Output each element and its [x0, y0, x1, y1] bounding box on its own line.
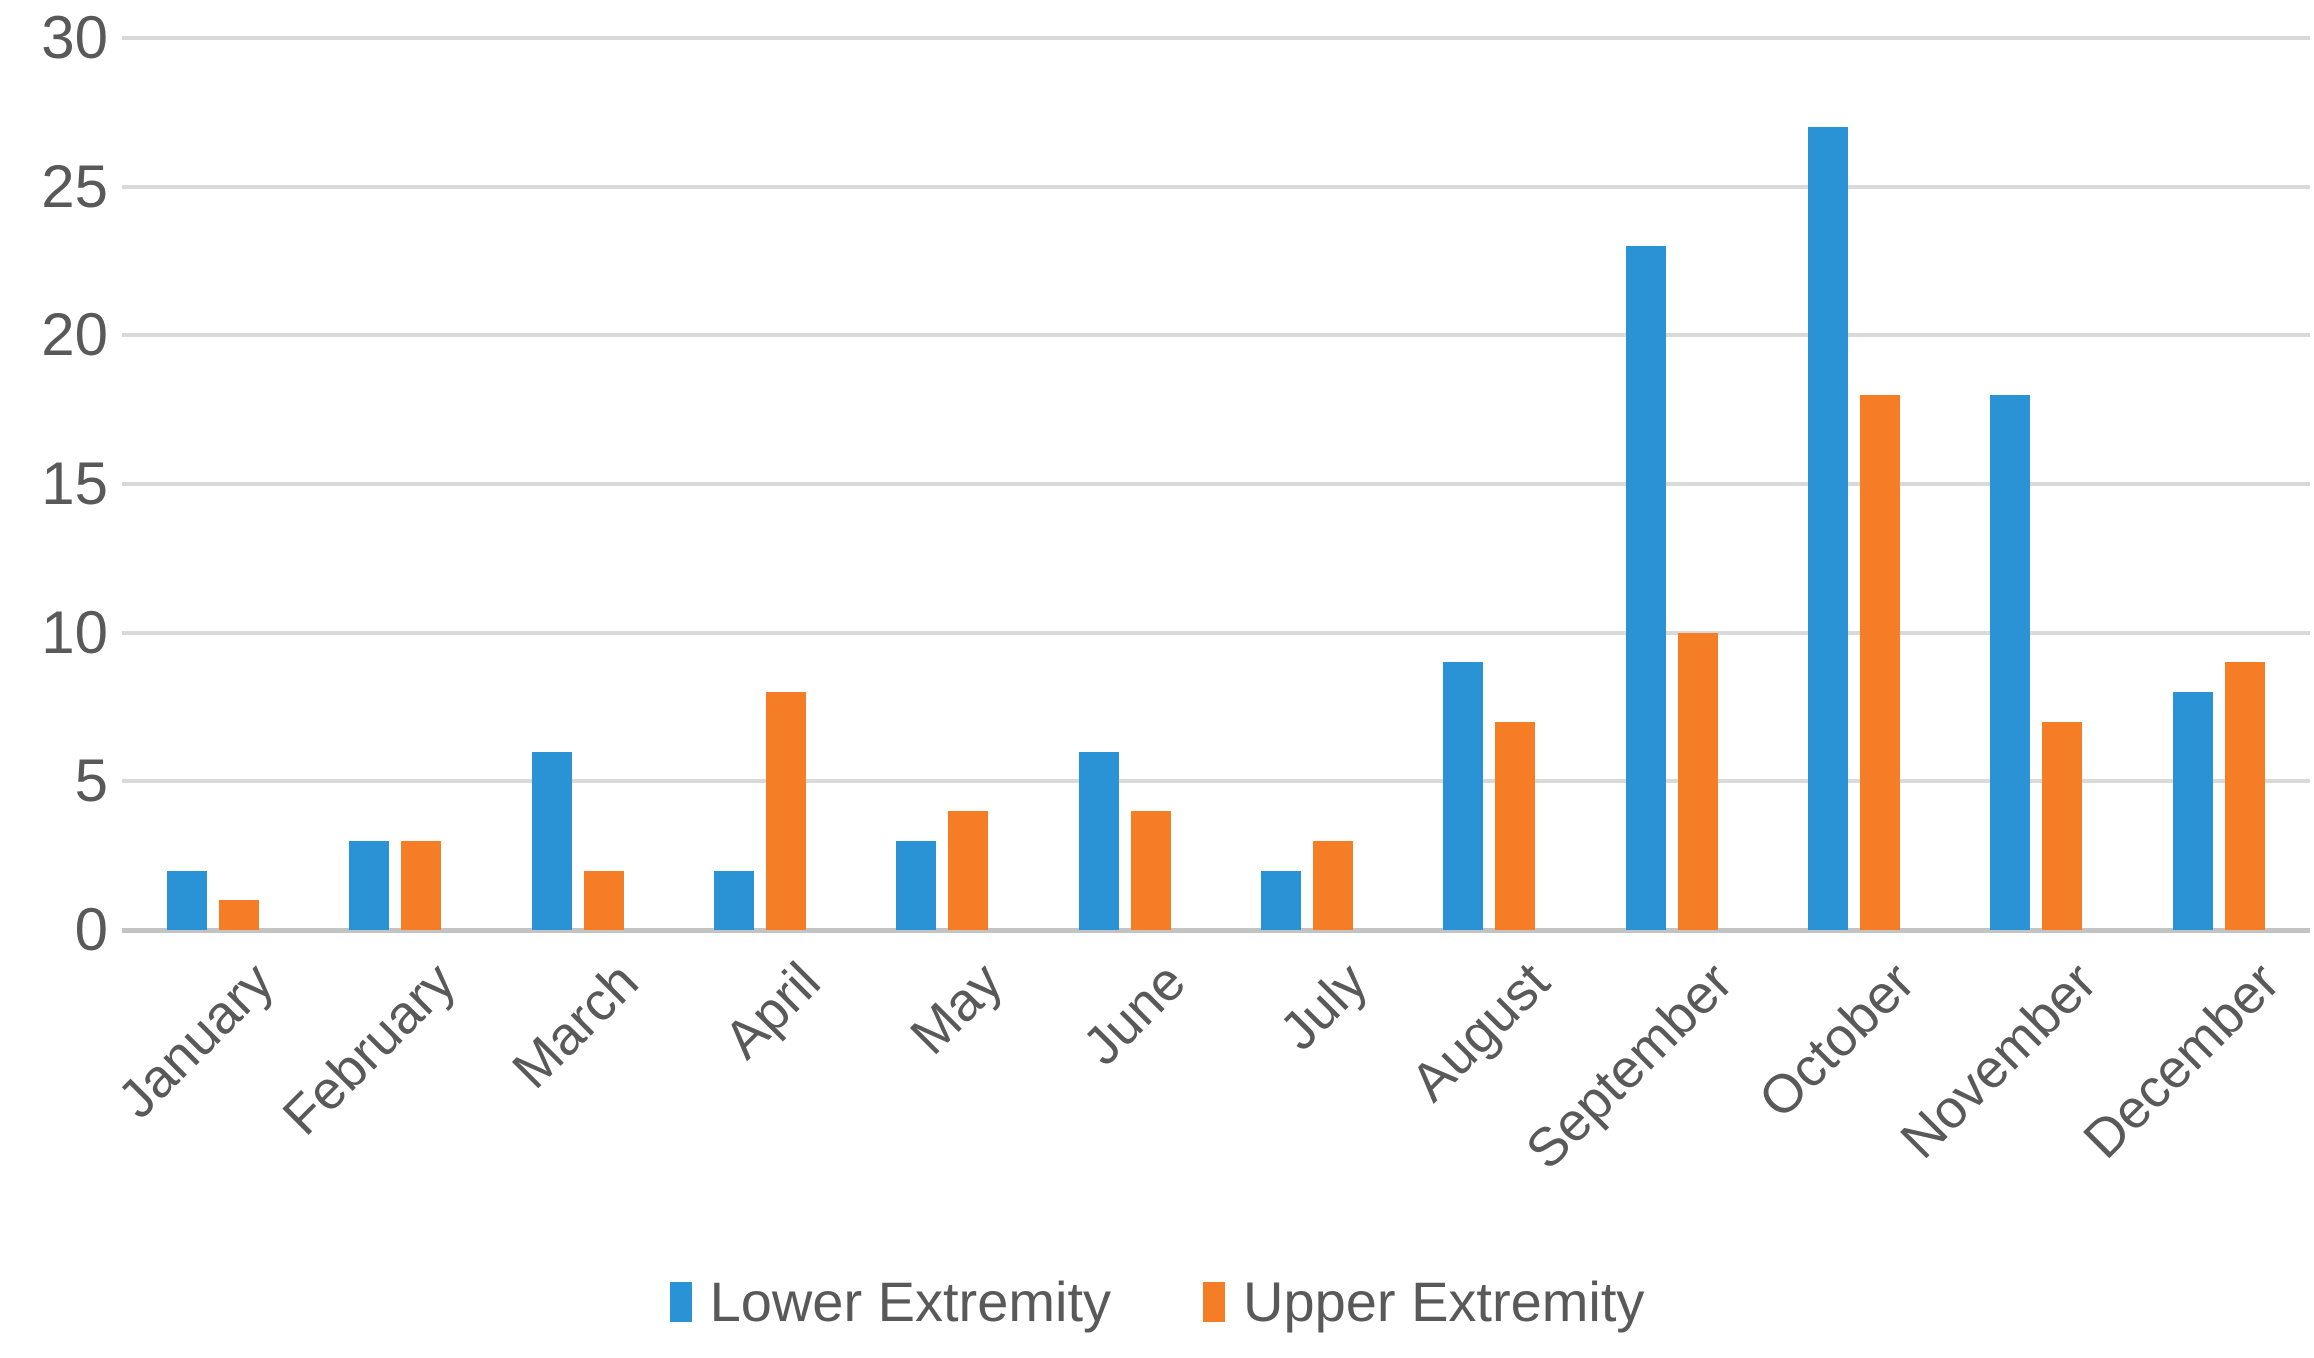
x-axis-label-december: December	[2072, 951, 2291, 1170]
bar-group-december	[2128, 38, 2310, 930]
bar-group-february	[304, 38, 486, 930]
x-axis-label-march: March	[501, 951, 650, 1100]
bar-upper-extremity-february	[401, 840, 442, 930]
bar-lower-extremity-february	[349, 840, 390, 930]
gridline-y-25	[122, 184, 2310, 189]
bar-lower-extremity-october	[1808, 127, 1849, 930]
legend-item-upper-extremity: Upper Extremity	[1203, 1272, 1644, 1332]
bar-lower-extremity-may	[896, 840, 937, 930]
gridline-y-5	[122, 779, 2310, 784]
x-axis-label-june: June	[1071, 951, 1197, 1077]
bar-group-august	[1398, 38, 1580, 930]
legend-marker-upper-extremity-icon	[1203, 1282, 1225, 1322]
y-axis-tick-label-20: 20	[41, 301, 108, 369]
bar-lower-extremity-september	[1625, 246, 1666, 930]
legend-label-upper-extremity: Upper Extremity	[1243, 1270, 1645, 1333]
bar-upper-extremity-november	[2042, 721, 2083, 930]
bar-upper-extremity-june	[1130, 811, 1171, 930]
bar-group-october	[1763, 38, 1945, 930]
bar-groups	[122, 38, 2310, 930]
y-axis-tick-label-10: 10	[41, 598, 108, 666]
gridline-y-10	[122, 630, 2310, 635]
x-axis-label-may: May	[899, 951, 1015, 1066]
bar-lower-extremity-december	[2172, 692, 2213, 930]
bar-upper-extremity-july	[1313, 840, 1354, 930]
y-axis-tick-label-30: 30	[41, 4, 108, 71]
bar-group-january	[122, 38, 304, 930]
bar-upper-extremity-october	[1860, 394, 1901, 930]
bar-group-november	[1945, 38, 2127, 930]
x-axis-label-july: July	[1268, 951, 1379, 1062]
legend-marker-lower-extremity-icon	[669, 1282, 692, 1322]
x-axis-label-october: October	[1747, 951, 1926, 1130]
bar-group-april	[669, 38, 851, 930]
x-axis-line	[122, 928, 2310, 933]
bar-lower-extremity-july	[1261, 870, 1302, 930]
bar-lower-extremity-november	[1990, 394, 2031, 930]
y-axis-tick-label-0: 0	[74, 896, 108, 963]
bar-lower-extremity-march	[531, 751, 572, 930]
y-axis-tick-label-5: 5	[74, 747, 108, 815]
bar-upper-extremity-august	[1495, 721, 1536, 930]
gridline-y-30	[122, 36, 2310, 40]
legend-item-lower-extremity: Lower Extremity	[669, 1270, 1111, 1333]
bar-group-june	[1034, 38, 1216, 930]
y-axis-tick-label-25: 25	[41, 152, 108, 220]
bar-group-september	[1581, 38, 1763, 930]
bar-lower-extremity-august	[1443, 662, 1484, 930]
bar-upper-extremity-april	[766, 692, 807, 930]
bar-group-march	[487, 38, 669, 930]
bar-upper-extremity-january	[219, 900, 260, 930]
bar-upper-extremity-september	[1677, 632, 1718, 930]
bar-lower-extremity-january	[167, 870, 208, 930]
bar-lower-extremity-april	[714, 870, 755, 930]
x-axis-label-august: August	[1399, 951, 1562, 1113]
bar-group-may	[851, 38, 1033, 930]
legend-label-lower-extremity: Lower Extremity	[709, 1270, 1111, 1333]
gridline-y-15	[122, 482, 2310, 486]
bar-group-july	[1216, 38, 1398, 930]
x-axis-label-february: February	[271, 951, 468, 1147]
plot-area	[122, 36, 2310, 933]
x-axis-label-november: November	[1889, 951, 2109, 1170]
bar-upper-extremity-may	[948, 811, 989, 930]
y-axis-tick-label-15: 15	[41, 450, 108, 517]
bar-lower-extremity-june	[1078, 751, 1119, 930]
x-axis-label-january: January	[106, 951, 285, 1130]
legend: Lower Extremity Upper Extremity	[0, 1272, 2314, 1332]
gridline-y-20	[122, 333, 2310, 338]
bar-upper-extremity-march	[583, 870, 624, 930]
bar-upper-extremity-december	[2224, 662, 2265, 930]
x-axis-label-april: April	[713, 951, 832, 1071]
